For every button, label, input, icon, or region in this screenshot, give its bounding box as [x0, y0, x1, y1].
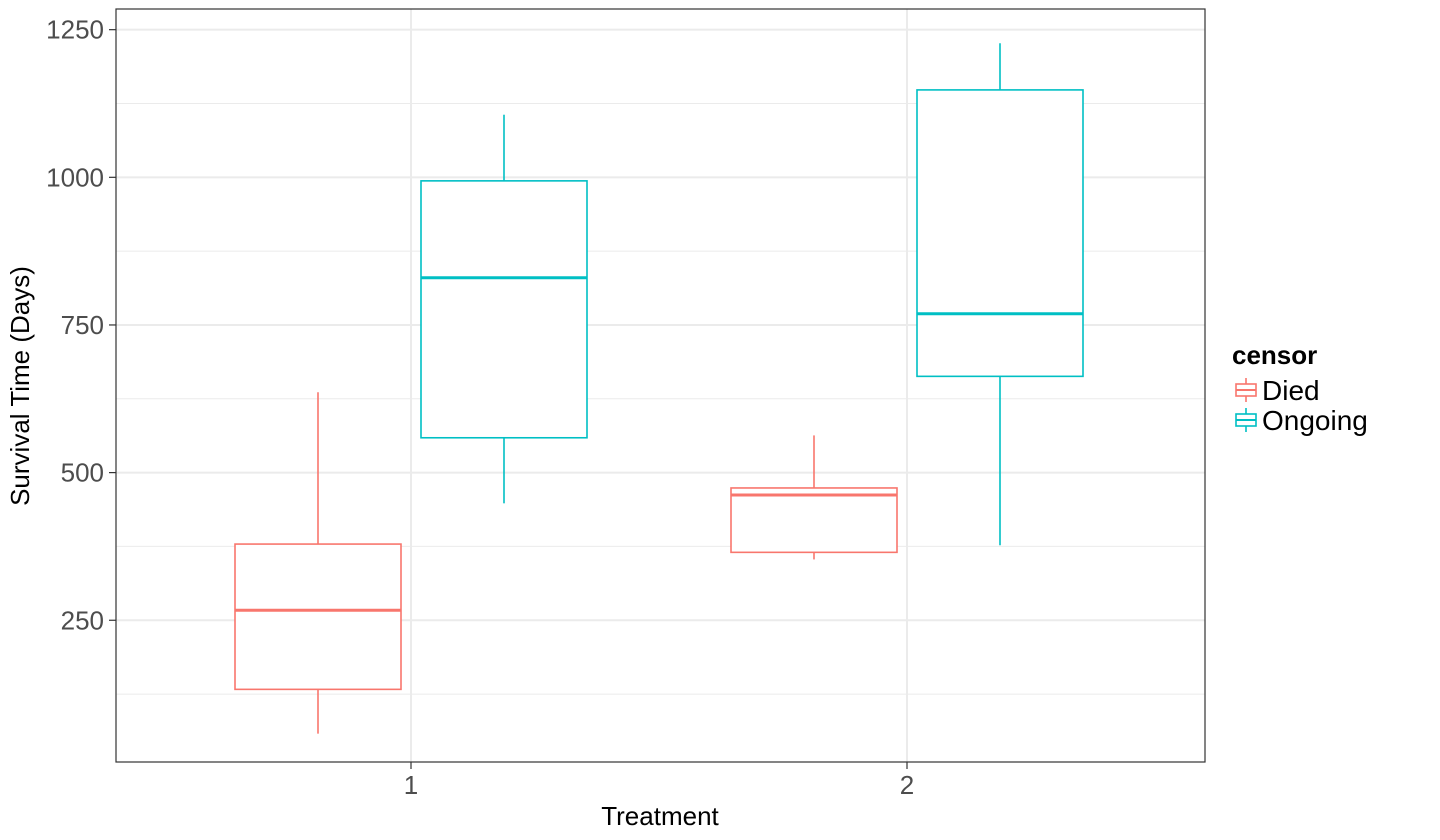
x-tick-label: 2: [900, 770, 914, 800]
box-died-treatment-1: [234, 392, 402, 734]
y-tick-label: 250: [61, 605, 104, 635]
legend: censor Died Ongoing: [1232, 340, 1368, 436]
box-body: [916, 89, 1084, 378]
panel-border: [115, 8, 1206, 763]
y-tick-label: 1000: [46, 162, 104, 192]
box-died-treatment-2: [730, 435, 898, 560]
box-body: [234, 543, 402, 691]
legend-label-ongoing: Ongoing: [1262, 405, 1368, 436]
y-axis-title: Survival Time (Days): [5, 266, 35, 506]
x-tick-label: 1: [404, 770, 418, 800]
legend-title: censor: [1232, 340, 1317, 370]
y-tick-label: 500: [61, 458, 104, 488]
box-body: [730, 487, 898, 554]
x-axis-title: Treatment: [601, 801, 719, 831]
box-body: [420, 180, 588, 439]
box-ongoing-treatment-1: [420, 114, 588, 504]
legend-label-died: Died: [1262, 375, 1320, 406]
y-tick-label: 750: [61, 310, 104, 340]
axes: 250 500 750 1000 1250 1 2: [46, 15, 914, 800]
y-tick-label: 1250: [46, 15, 104, 45]
legend-key-died: [1235, 378, 1257, 402]
box-layer: [234, 43, 1084, 734]
legend-key-ongoing: [1235, 408, 1257, 432]
box-ongoing-treatment-2: [916, 43, 1084, 546]
